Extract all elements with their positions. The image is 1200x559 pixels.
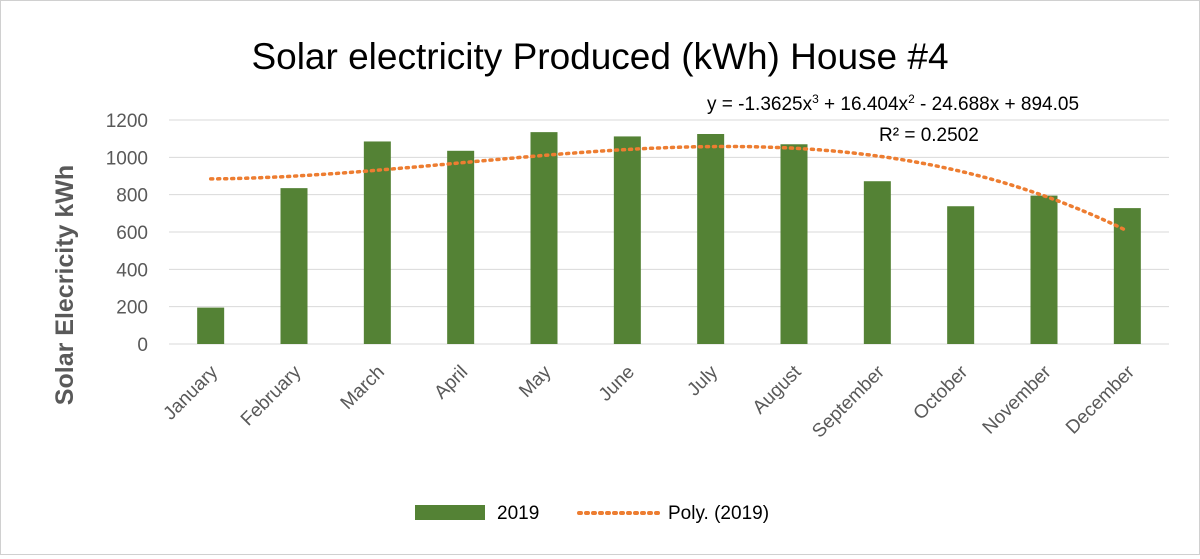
chart-title: Solar electricity Produced (kWh) House #…	[251, 36, 948, 77]
bar	[780, 144, 808, 344]
x-tick-label: April	[430, 362, 472, 404]
x-tick-label: November	[979, 361, 1056, 438]
bar	[363, 141, 391, 344]
x-tick-label: February	[237, 361, 306, 430]
trendline-layer	[208, 144, 1130, 233]
x-axis-ticks: January February March April May June July Augu…	[160, 361, 1140, 442]
y-tick-label: 200	[116, 298, 148, 319]
legend-label-bars: 2019	[497, 503, 539, 524]
y-tick-label: 400	[116, 260, 148, 281]
x-tick-label: May	[515, 361, 556, 402]
x-tick-label: July	[683, 361, 722, 400]
bar	[280, 188, 308, 344]
y-tick-label: 1000	[106, 148, 148, 169]
x-tick-label: March	[337, 362, 389, 414]
y-axis-label: Solar Elecricity kWh	[51, 165, 79, 405]
bar	[1030, 195, 1058, 344]
trendline	[208, 144, 1130, 233]
legend: 2019 Poly. (2019)	[415, 503, 769, 524]
trendline-equation: y = -1.3625x3 + 16.404x2 - 24.688x + 894…	[707, 92, 1079, 115]
bar	[1113, 208, 1141, 344]
bar	[530, 132, 558, 344]
x-tick-label: October	[910, 361, 973, 424]
legend-label-trendline: Poly. (2019)	[668, 503, 769, 524]
x-tick-label: August	[749, 361, 806, 418]
x-tick-label: December	[1062, 361, 1139, 438]
x-tick-label: September	[808, 361, 889, 442]
trendline-r-squared: R² = 0.2502	[879, 125, 979, 146]
bar	[613, 136, 641, 344]
bars	[197, 132, 1141, 344]
bar	[947, 206, 975, 344]
y-tick-label: 600	[116, 223, 148, 244]
legend-swatch-bars	[415, 505, 485, 520]
y-tick-label: 1200	[106, 111, 148, 132]
bar	[447, 150, 475, 344]
x-tick-label: June	[595, 362, 639, 406]
x-tick-label: January	[160, 361, 223, 424]
bar	[697, 134, 725, 344]
gridlines	[169, 119, 1169, 345]
y-axis-ticks: 0 200 400 600 800 1000 1200	[106, 111, 148, 356]
bar	[863, 181, 891, 344]
y-tick-label: 0	[137, 335, 148, 356]
y-tick-label: 800	[116, 186, 148, 207]
bar	[197, 307, 225, 344]
